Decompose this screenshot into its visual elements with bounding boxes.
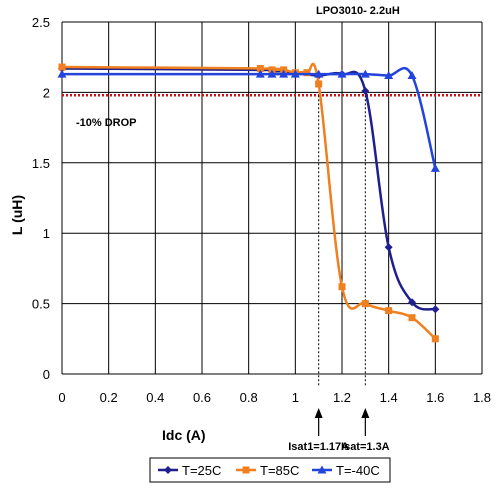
series-2-point-4: [290, 69, 300, 78]
gridlines: [61, 21, 483, 375]
x-tick-label-5: 1: [292, 390, 299, 405]
series-1-point-6: [315, 80, 323, 88]
series-0-point-9: [408, 298, 416, 307]
legend-marker-0: [164, 466, 172, 474]
series-0-point-7: [361, 86, 370, 95]
legend-box: [149, 457, 391, 483]
series-1-point-1: [256, 64, 264, 72]
series-1-point-0: [58, 63, 66, 71]
isat-label-0: Isat1=1.17A: [288, 441, 349, 453]
series-1-point-5: [303, 69, 311, 77]
series-2-point-5: [314, 69, 324, 78]
series-2-point-8: [384, 71, 394, 80]
series-1-point-11: [431, 335, 439, 343]
x-tick-label-7: 1.4: [380, 390, 398, 405]
tick-labels: 0 0.2 0.4 0.6 0.8 1 1.2 1.4 1.6 1.8 0 0.5 1 1.5 2 2.5: [32, 15, 491, 405]
isat-arrow-head-0: [314, 408, 323, 418]
series-1-point-10: [408, 314, 416, 322]
x-tick-label-1: 0.2: [100, 390, 118, 405]
series-layer: [57, 62, 440, 343]
series-0-point-8: [384, 243, 393, 252]
series-2-point-2: [267, 69, 277, 78]
y-axis-label: L (uH): [9, 195, 25, 235]
series-1-point-8: [361, 300, 369, 308]
series-2-point-9: [407, 71, 417, 80]
isat-arrow-head-1: [361, 408, 370, 418]
series-0-point-10: [431, 305, 440, 314]
series-2-point-10: [430, 163, 440, 172]
series-1-point-7: [338, 283, 346, 291]
series-2-point-1: [255, 69, 265, 78]
y-tick-label-4: 2: [43, 85, 50, 100]
series-2-point-6: [337, 69, 347, 78]
x-tick-label-0: 0: [58, 390, 65, 405]
series-1-point-9: [385, 307, 393, 315]
x-tick-label-9: 1.8: [473, 390, 491, 405]
x-tick-label-4: 0.8: [240, 390, 258, 405]
series-2-point-0: [57, 69, 67, 78]
y-tick-label-2: 1: [43, 226, 50, 241]
annotation-lines: [318, 95, 366, 386]
legend-marker-2: [317, 465, 327, 474]
x-tick-label-3: 0.6: [193, 390, 211, 405]
legend: T=25C T=85C T=-40C: [149, 457, 391, 483]
x-tick-label-6: 1.2: [333, 390, 351, 405]
legend-marker-1: [242, 466, 250, 474]
y-tick-label-1: 0.5: [32, 297, 50, 312]
isat-label-1: Isat=1.3A: [341, 441, 390, 453]
series-line-2: [61, 66, 437, 169]
series-2-point-7: [360, 69, 370, 78]
y-tick-label-5: 2.5: [32, 15, 50, 30]
legend-label-1: T=85C: [260, 463, 299, 478]
x-tick-label-2: 0.4: [146, 390, 164, 405]
chart-title: LPO3010- 2.2uH: [316, 5, 400, 17]
legend-label-2: T=-40C: [336, 463, 380, 478]
x-tick-label-8: 1.6: [426, 390, 444, 405]
ref-line-label: -10% DROP: [76, 117, 137, 129]
legend-label-0: T=25C: [182, 463, 221, 478]
series-2-point-3: [279, 69, 289, 78]
x-axis-label: Idc (A): [162, 427, 206, 443]
y-tick-label-3: 1.5: [32, 156, 50, 171]
y-tick-label-0: 0: [43, 367, 50, 382]
